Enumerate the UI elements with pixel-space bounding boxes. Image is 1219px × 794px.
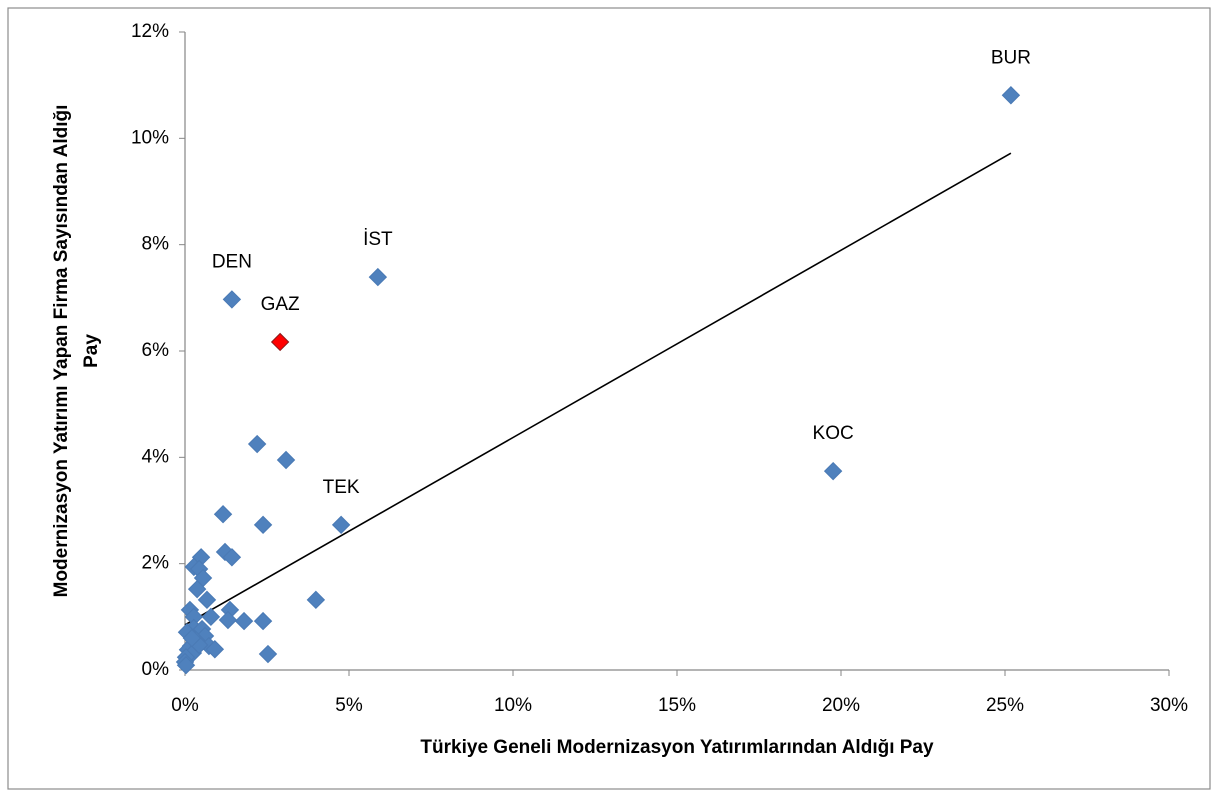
point bbox=[823, 461, 843, 481]
point bbox=[213, 505, 233, 524]
point bbox=[253, 611, 273, 631]
x-axis-label: Türkiye Geneli Modernizasyon Yatırımları… bbox=[420, 737, 934, 758]
point-label: BUR bbox=[991, 47, 1031, 68]
x-tick-label: 0% bbox=[171, 695, 199, 716]
point bbox=[218, 610, 238, 630]
point bbox=[222, 548, 242, 567]
point bbox=[306, 590, 326, 610]
point bbox=[197, 590, 217, 610]
x-tick-label: 15% bbox=[658, 695, 696, 716]
point bbox=[368, 267, 388, 287]
x-tick-label: 10% bbox=[494, 695, 532, 716]
point bbox=[331, 515, 351, 535]
x-tick-label: 30% bbox=[1150, 695, 1188, 716]
x-tick-label: 20% bbox=[822, 695, 860, 716]
point bbox=[258, 644, 278, 664]
point bbox=[205, 640, 225, 659]
chart-border bbox=[7, 7, 1211, 790]
trendline bbox=[184, 152, 1012, 626]
y-tick-label: 8% bbox=[142, 234, 170, 255]
y-axis-label: Pay bbox=[81, 334, 102, 368]
y-tick-label: 12% bbox=[131, 21, 169, 42]
y-tick-label: 2% bbox=[142, 553, 170, 574]
point bbox=[222, 290, 242, 309]
point bbox=[201, 607, 221, 627]
y-axis-label: Modernizasyon Yatırımı Yapan Firma Sayıs… bbox=[51, 105, 72, 598]
point-label: GAZ bbox=[261, 294, 300, 315]
point bbox=[276, 450, 296, 470]
point bbox=[247, 434, 267, 454]
y-tick-label: 0% bbox=[142, 659, 170, 680]
x-tick-label: 25% bbox=[986, 695, 1024, 716]
point-label: DEN bbox=[212, 251, 252, 272]
point bbox=[176, 656, 196, 675]
y-tick-label: 10% bbox=[131, 127, 169, 148]
x-tick-label: 5% bbox=[335, 695, 363, 716]
point bbox=[182, 628, 202, 648]
point bbox=[1001, 86, 1021, 105]
point bbox=[270, 332, 290, 352]
point bbox=[187, 579, 207, 599]
point bbox=[253, 515, 273, 535]
y-tick-label: 6% bbox=[142, 340, 170, 361]
point bbox=[234, 611, 254, 631]
y-tick-label: 4% bbox=[142, 446, 170, 467]
point-label: KOC bbox=[813, 423, 854, 444]
point-label: İST bbox=[363, 229, 393, 250]
point-label: TEK bbox=[323, 477, 360, 498]
